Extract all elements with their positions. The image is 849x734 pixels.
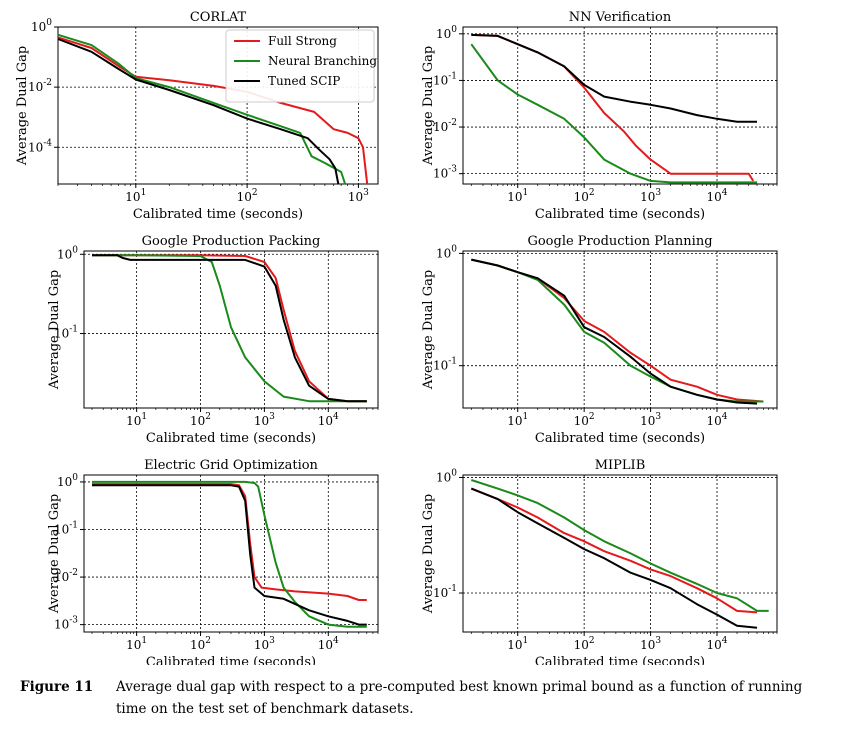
chart-panel-3: 101 102 103 104 10-1 100 Google Production Pac… [47,234,379,446]
y-tick-label: 100 [436,244,457,260]
x-tick-label: 101 [126,412,147,428]
x-tick-label: 102 [574,412,595,428]
x-tick-label: 102 [190,636,211,652]
chart-panel-6: 101 102 103 104 10-1 100 MIPLIB Calibrated time… [421,458,778,665]
plot-frame [462,474,778,633]
y-tick-label: 10-2 [433,118,457,134]
series-line-tuned-scip [92,484,367,626]
x-axis-label: Calibrated time (seconds) [133,207,303,222]
panel-title: Google Production Planning [527,234,712,249]
series-line-neural-branching [92,480,367,628]
x-tick-label: 103 [640,636,661,652]
legend-label: Full Strong [268,34,337,48]
y-tick-label: 10-2 [54,568,78,584]
x-tick-label: 101 [507,188,528,204]
legend-label: Neural Branching [268,54,377,68]
x-tick-label: 104 [318,412,339,428]
plot-frame [462,250,778,409]
x-tick-label: 102 [237,188,258,204]
x-tick-label: 103 [640,412,661,428]
chart-panel-2: 101 102 103 104 10-3 10-2 10-1 100 NN Verificati… [421,10,778,222]
figure-panels: 101 102 103 10-4 10-2 100 CORLAT Calibrated tim… [15,10,778,665]
y-axis-label: Average Dual Gap [47,494,62,614]
y-axis-label: Average Dual Gap [421,46,436,166]
y-tick-label: 10-1 [433,584,457,600]
y-tick-label: 100 [57,245,78,261]
x-tick-label: 102 [574,188,595,204]
panel-title: MIPLIB [595,458,646,473]
y-tick-label: 100 [57,473,78,489]
legend-box [225,29,375,103]
chart-panel-4: 101 102 103 104 10-1 100 Google Production Pla… [421,234,778,446]
x-axis-label: Calibrated time (seconds) [146,431,316,446]
series-line-neural-branching [470,479,769,612]
y-axis-label: Average Dual Gap [421,494,436,614]
y-tick-label: 10-1 [54,325,78,341]
y-axis-label: Average Dual Gap [421,270,436,390]
y-tick-label: 100 [31,18,52,34]
figure-caption: Figure 11 Average dual gap with respect … [20,676,830,720]
series-line-full-strong [470,487,758,614]
x-tick-label: 101 [507,412,528,428]
series-line-neural-branching [57,33,347,185]
x-axis-label: Calibrated time (seconds) [146,655,316,665]
y-tick-label: 100 [436,25,457,41]
plot-frame [462,26,778,185]
series-line-neural-branching [470,43,757,184]
x-tick-label: 103 [254,412,275,428]
caption-label: Figure 11 [20,679,94,695]
panel-title: Electric Grid Optimization [144,458,318,473]
x-axis-label: Calibrated time (seconds) [535,655,705,665]
y-tick-label: 10-3 [433,165,457,181]
x-tick-label: 101 [125,188,146,204]
y-tick-label: 100 [436,468,457,484]
caption-text: Average dual gap with respect to a pre-c… [116,679,803,717]
series-line-tuned-scip [471,33,757,123]
x-axis-label: Calibrated time (seconds) [535,207,705,222]
plot-frame [83,474,379,633]
x-tick-label: 104 [707,188,728,204]
y-axis-label: Average Dual Gap [15,46,30,166]
series-line-tuned-scip [470,487,758,629]
x-tick-label: 104 [707,636,728,652]
x-tick-label: 102 [574,636,595,652]
series-line-tuned-scip [92,254,367,403]
series-line-tuned-scip [471,258,758,405]
chart-panel-1: 101 102 103 10-4 10-2 100 CORLAT Calibrated tim… [15,10,379,222]
x-tick-label: 101 [507,636,528,652]
chart-panel-5: 101 102 103 104 10-3 10-2 10-1 100 Electric Grid… [47,458,379,665]
series-line-neural-branching [471,258,764,403]
panel-title: Google Production Packing [142,234,321,249]
x-tick-label: 102 [190,412,211,428]
x-tick-label: 103 [348,188,369,204]
series-line-full-strong [471,258,764,403]
x-tick-label: 103 [254,636,275,652]
y-tick-label: 10-2 [28,78,52,94]
panel-title: NN Verification [569,10,672,25]
y-tick-label: 10-3 [54,616,78,632]
y-tick-label: 10-4 [28,138,52,154]
series-line-neural-branching [92,254,367,403]
series-line-tuned-scip [57,38,340,185]
series-line-full-strong [471,33,755,182]
x-tick-label: 104 [707,412,728,428]
series-line-full-strong [92,254,367,403]
x-tick-label: 101 [126,636,147,652]
x-tick-label: 104 [318,636,339,652]
y-axis-label: Average Dual Gap [47,270,62,390]
y-tick-label: 10-1 [54,521,78,537]
y-tick-label: 10-1 [433,357,457,373]
legend: Full Strong Neural Branching Tuned SCIP [225,29,377,103]
panel-title: CORLAT [190,10,247,25]
legend-label: Tuned SCIP [268,74,340,88]
x-axis-label: Calibrated time (seconds) [535,431,705,446]
x-tick-label: 103 [640,188,661,204]
series-line-full-strong [92,483,367,601]
y-tick-label: 10-1 [433,71,457,87]
